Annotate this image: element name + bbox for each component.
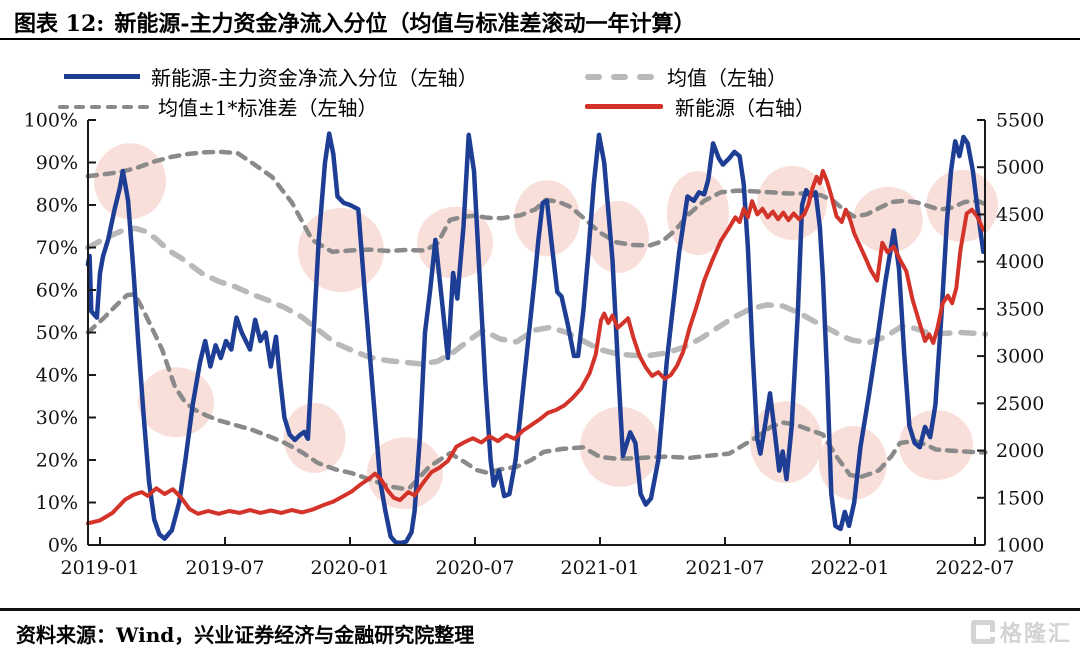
x-tick-label: 2019-07 xyxy=(186,557,265,579)
highlight-circle xyxy=(283,402,346,473)
y-left-tick-label: 70% xyxy=(36,237,78,259)
highlight-circle xyxy=(138,367,214,438)
figure-title: 新能源-主力资金净流入分位（均值与标准差滚动一年计算） xyxy=(114,11,696,37)
legend-dash-band-icon xyxy=(58,104,149,109)
y-right-tick-label: 3500 xyxy=(996,298,1044,320)
y-right-tick-label: 5000 xyxy=(996,157,1044,179)
highlight-circle xyxy=(899,410,973,481)
x-tick-label: 2022-07 xyxy=(936,557,1015,579)
y-left-tick-label: 50% xyxy=(36,322,78,344)
x-tick-label: 2020-01 xyxy=(311,557,390,579)
legend-line-index-icon xyxy=(585,104,663,109)
highlight-circle xyxy=(818,426,887,500)
legend-item-percentile: 新能源-主力资金净流入分位（左轴） xyxy=(64,62,478,91)
y-right-tick-label: 1500 xyxy=(996,487,1044,509)
page-title: 图表 12: 新能源-主力资金净流入分位（均值与标准差滚动一年计算） xyxy=(14,6,696,38)
highlight-circle xyxy=(852,186,923,253)
y-right-tick-label: 3000 xyxy=(996,346,1044,368)
y-left-tick-label: 80% xyxy=(36,195,78,217)
legend-item-index: 新能源（右轴） xyxy=(585,92,815,121)
lower-band-line xyxy=(85,292,988,491)
y-left-tick-label: 90% xyxy=(36,152,78,174)
highlight-circle xyxy=(586,200,649,273)
figure-label: 图表 12: xyxy=(14,11,105,37)
highlight-circle xyxy=(750,401,822,484)
y-right-tick-label: 4500 xyxy=(996,204,1044,226)
logo-g-icon xyxy=(970,620,995,644)
mean-line xyxy=(85,225,989,367)
x-tick-label: 2020-07 xyxy=(436,557,515,579)
source-note: 资料来源：Wind，兴业证券经济与金融研究院整理 xyxy=(16,623,475,647)
x-tick-label: 2021-01 xyxy=(561,557,640,579)
y-right-tick-label: 2000 xyxy=(996,440,1044,462)
y-left-tick-label: 100% xyxy=(24,110,78,132)
footer-divider xyxy=(0,608,1080,611)
y-left-tick-label: 20% xyxy=(36,450,78,472)
percentile-line xyxy=(85,131,986,546)
title-divider xyxy=(0,38,1080,40)
index-line xyxy=(85,169,986,526)
legend-label-index: 新能源（右轴） xyxy=(675,96,815,120)
x-tick-label: 2022-01 xyxy=(811,557,890,579)
legend-item-band: 均值±1*标准差（左轴） xyxy=(58,92,377,121)
legend-dash-mean-icon xyxy=(585,73,654,80)
legend-label-band: 均值±1*标准差（左轴） xyxy=(158,96,378,120)
y-left-tick-label: 10% xyxy=(36,492,78,514)
y-right-tick-label: 5500 xyxy=(996,110,1044,132)
legend-item-mean: 均值（左轴） xyxy=(585,62,787,91)
highlight-circle xyxy=(94,143,166,220)
y-right-tick-label: 2500 xyxy=(996,393,1044,415)
y-right-tick-label: 4000 xyxy=(996,251,1044,273)
y-left-tick-label: 40% xyxy=(36,365,78,387)
x-tick-label: 2019-01 xyxy=(61,557,140,579)
y-left-tick-label: 0% xyxy=(48,535,78,557)
logo-text: 格隆汇 xyxy=(999,621,1072,647)
legend-label-mean: 均值（左轴） xyxy=(667,66,787,90)
legend-line-percentile-icon xyxy=(64,74,140,79)
upper-band-line xyxy=(85,149,988,255)
y-left-tick-label: 60% xyxy=(36,280,78,302)
highlight-circle xyxy=(757,165,828,240)
x-tick-label: 2021-07 xyxy=(686,557,765,579)
gelonghui-logo: 格隆汇 xyxy=(970,616,1072,648)
y-left-tick-label: 30% xyxy=(36,407,78,429)
legend-label-percentile: 新能源-主力资金净流入分位（左轴） xyxy=(151,66,478,90)
y-right-tick-label: 1000 xyxy=(996,535,1044,557)
